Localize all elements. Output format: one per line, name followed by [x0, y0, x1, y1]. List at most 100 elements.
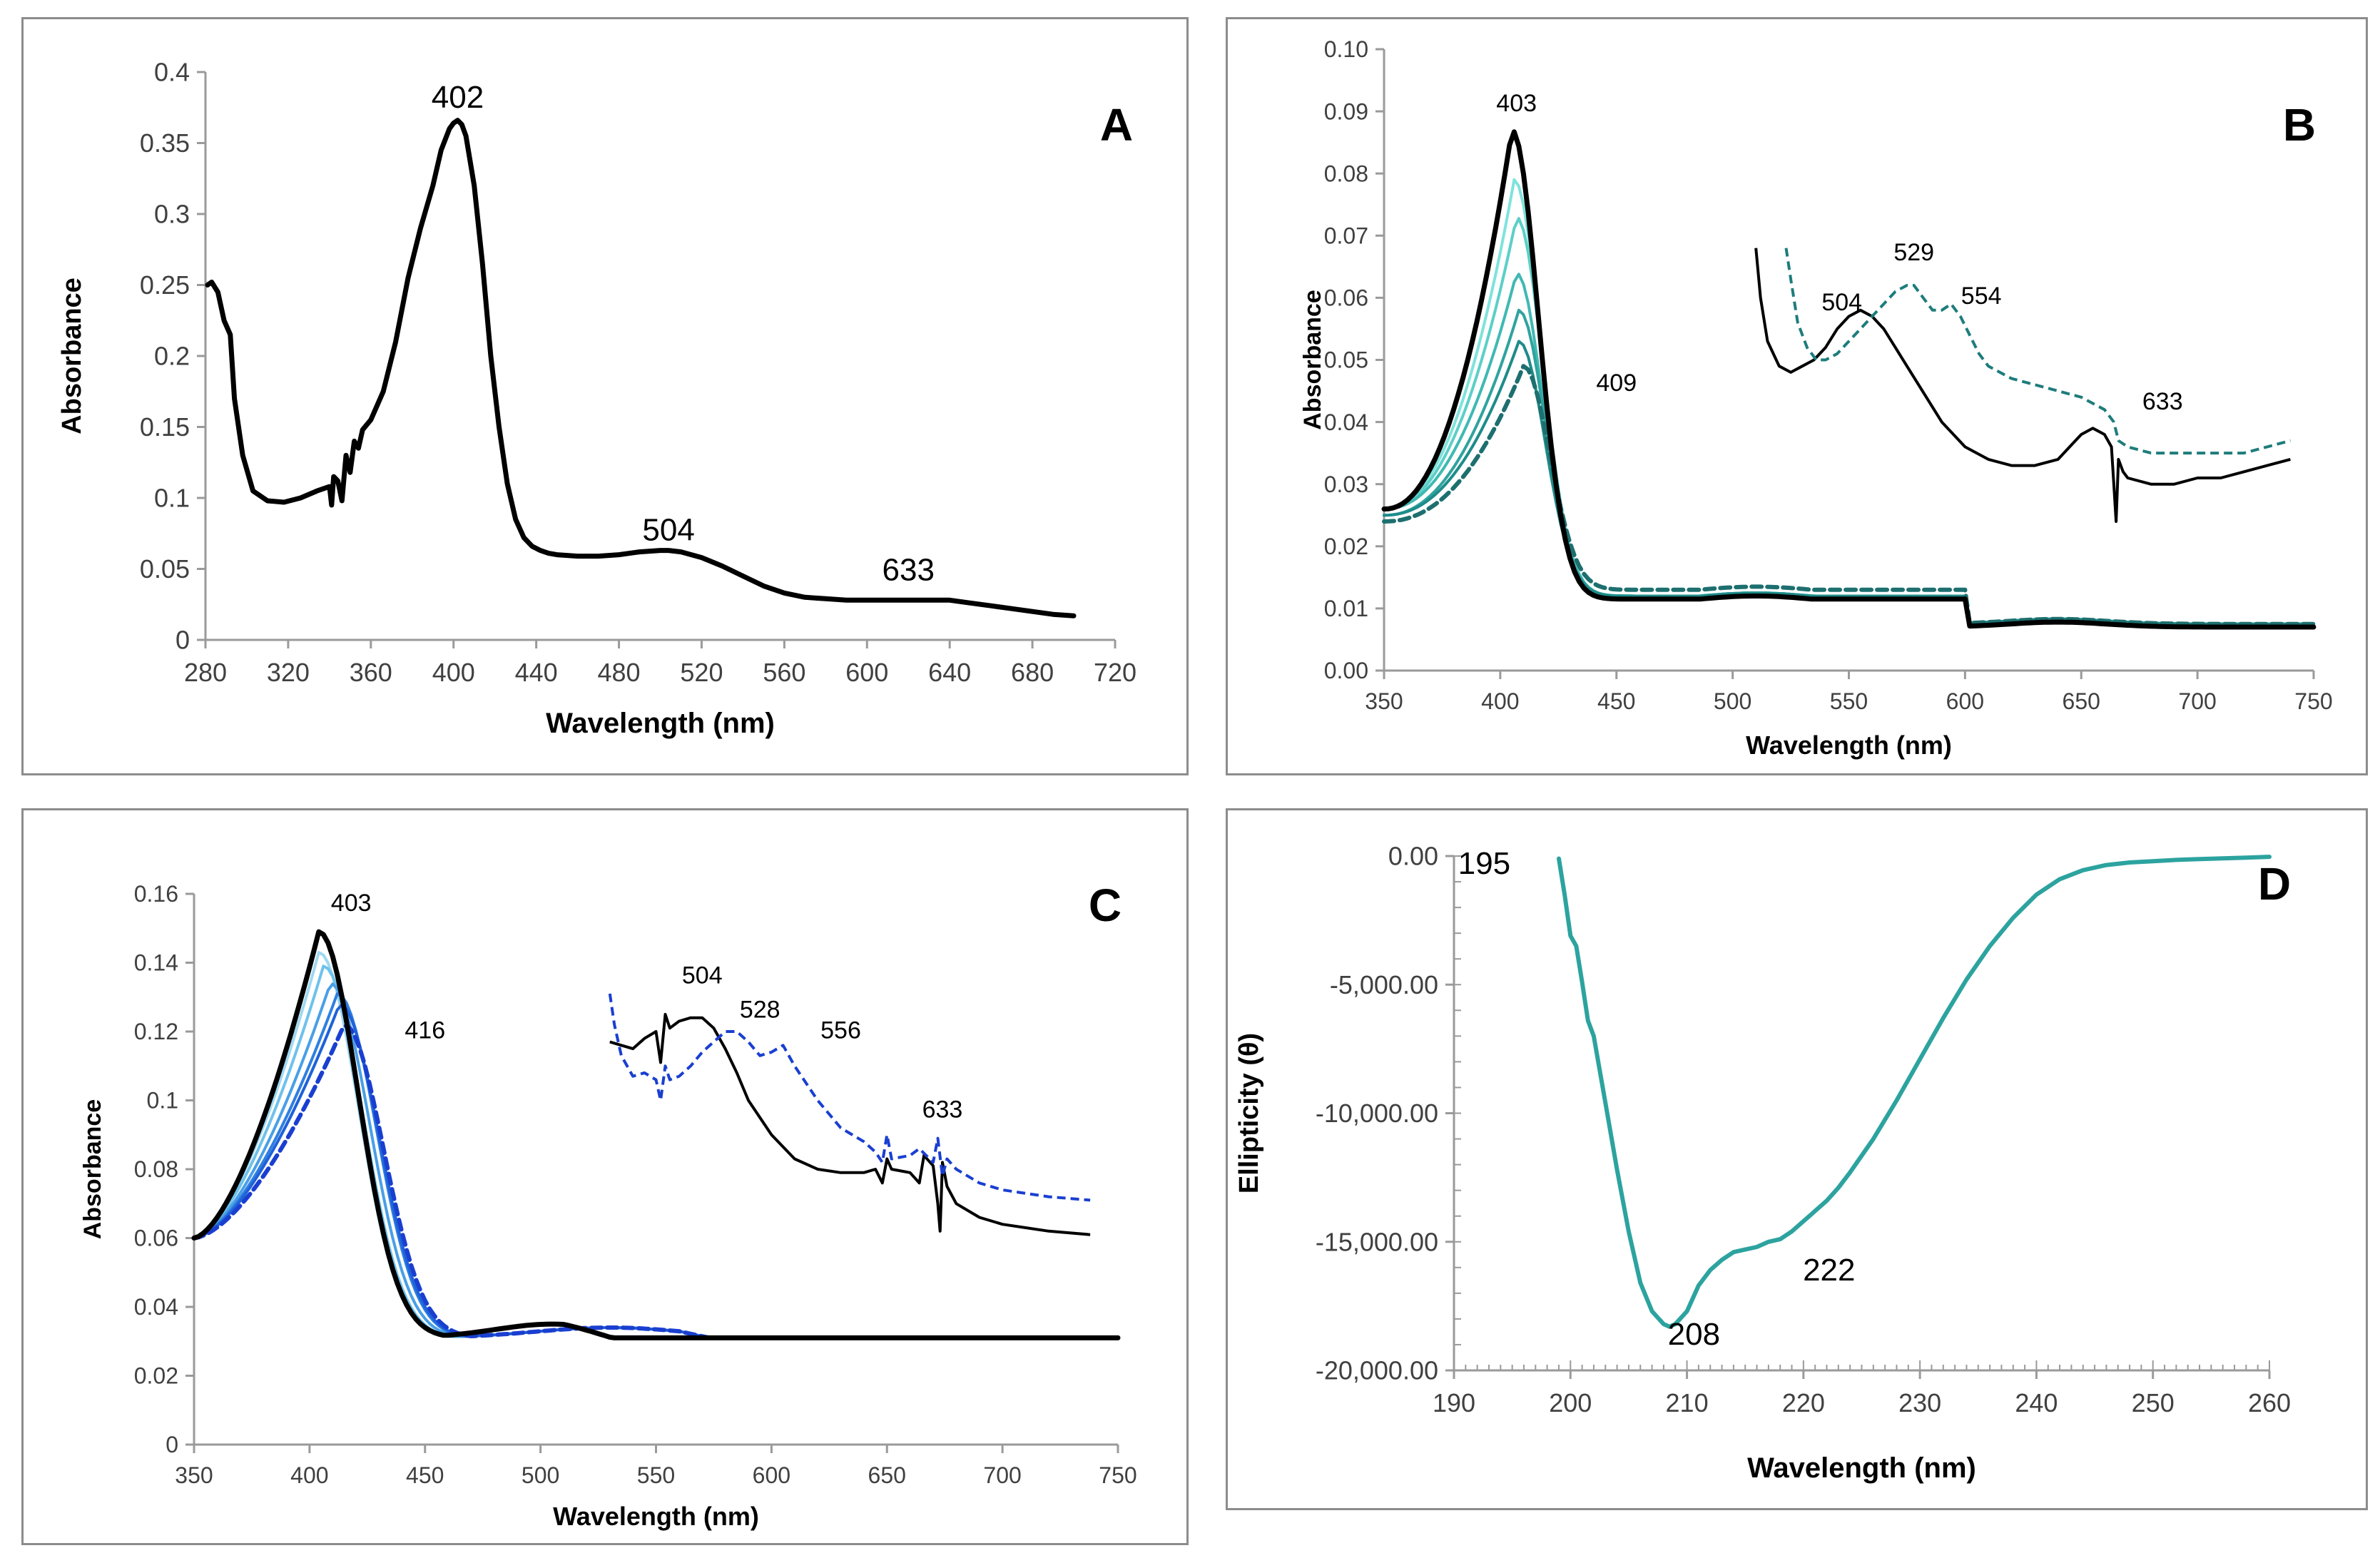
x-tick-label: 650 — [2063, 688, 2100, 714]
y-tick-label: 0.06 — [134, 1226, 178, 1251]
y-tick-label: 0.16 — [134, 881, 178, 907]
y-tick-label: 0.05 — [1324, 347, 1368, 373]
x-tick-label: 220 — [1782, 1388, 1825, 1417]
peak-label: 504 — [642, 513, 694, 548]
x-tick-label: 360 — [350, 658, 392, 687]
x-tick-label: 600 — [845, 658, 888, 687]
x-tick-label: 210 — [1666, 1388, 1709, 1417]
peak-label: 554 — [1961, 282, 2002, 310]
x-tick-label: 440 — [515, 658, 558, 687]
x-tick-label: 550 — [637, 1462, 675, 1488]
x-tick-label: 400 — [290, 1462, 328, 1488]
y-tick-label: 0.04 — [1324, 409, 1368, 435]
x-tick-label: 480 — [598, 658, 641, 687]
peak-label: 556 — [820, 1017, 861, 1044]
peak-label: 409 — [1596, 370, 1637, 397]
y-tick-label: 0.00 — [1388, 842, 1438, 871]
y-tick-label: -10,000.00 — [1316, 1099, 1438, 1128]
y-tick-label: 0.08 — [1324, 161, 1368, 186]
x-tick-label: 280 — [184, 658, 227, 687]
y-tick-label: -5,000.00 — [1330, 970, 1438, 999]
peak-label: 403 — [1496, 90, 1537, 117]
peak-label: 222 — [1803, 1253, 1855, 1288]
x-tick-label: 700 — [2178, 688, 2216, 714]
y-tick-label: -20,000.00 — [1316, 1356, 1438, 1385]
x-tick-label: 520 — [680, 658, 723, 687]
panel-letter: D — [2258, 858, 2291, 910]
peak-label: 633 — [922, 1096, 963, 1124]
x-tick-label: 680 — [1011, 658, 1054, 687]
x-tick-label: 450 — [406, 1462, 444, 1488]
y-tick-label: 0.1 — [147, 1088, 178, 1114]
y-tick-label: 0.10 — [1324, 36, 1368, 62]
series-line-final-409 — [1382, 364, 2316, 626]
panel-b: 350 400 450 500 550 600 650 700 750 0.00 0.01 0.02 0… — [1226, 17, 2368, 775]
series-line-titration-4 — [1383, 308, 2315, 626]
y-tick-label: 0.1 — [154, 484, 190, 513]
series-line-titration-5 — [1383, 340, 2315, 626]
series-line-initial-403 — [1381, 129, 2317, 630]
panel-letter: A — [1100, 99, 1133, 151]
series-line-cd-spectrum — [1557, 855, 2272, 1329]
y-tick-label: 0.3 — [154, 200, 190, 229]
y-tick-label: 0.07 — [1324, 223, 1368, 249]
x-tick-label: 250 — [2132, 1388, 2175, 1417]
peak-label: 208 — [1668, 1317, 1720, 1352]
y-axis-title: Absorbance — [1299, 290, 1326, 430]
y-tick-label: 0 — [166, 1432, 178, 1457]
y-tick-label: 0.12 — [134, 1019, 178, 1044]
peak-label: 416 — [405, 1017, 445, 1044]
x-tick-label: 260 — [2248, 1388, 2291, 1417]
x-tick-label: 350 — [1365, 688, 1403, 714]
x-tick-label: 190 — [1433, 1388, 1475, 1417]
chart-a: 280 320 360 400 440 480 520 560 600 640 680 720 0 0.0… — [57, 58, 1136, 739]
y-axis-title: Absorbance — [79, 1099, 106, 1240]
x-tick-label: 640 — [928, 658, 971, 687]
y-tick-label: 0.04 — [134, 1294, 178, 1320]
x-tick-label: 350 — [175, 1462, 213, 1488]
x-tick-label: 750 — [1099, 1462, 1136, 1488]
x-tick-label: 230 — [1898, 1388, 1941, 1417]
x-tick-label: 700 — [983, 1462, 1021, 1488]
x-tick-label: 600 — [1946, 688, 1984, 714]
series-line-titration-3 — [1383, 273, 2315, 626]
x-tick-label: 400 — [432, 658, 475, 687]
x-tick-label: 240 — [2015, 1388, 2058, 1417]
peak-label: 633 — [2142, 388, 2183, 415]
y-tick-label: 0.09 — [1324, 98, 1368, 124]
panel-a: 280 320 360 400 440 480 520 560 600 640 680 720 0 0.0… — [21, 17, 1189, 775]
y-tick-label: 0.02 — [1324, 534, 1368, 559]
chart-d: 190 200 210 220 230 240 250 260 -20,000.00 -15,00… — [1234, 842, 2291, 1484]
panel-c: 350 400 450 500 550 600 650 700 750 0 0.02 0.04 0.06… — [21, 808, 1189, 1545]
x-axis-title: Wavelength (nm) — [553, 1502, 759, 1531]
y-tick-label: 0.05 — [140, 554, 190, 584]
x-tick-label: 500 — [522, 1462, 559, 1488]
x-tick-label: 400 — [1481, 688, 1519, 714]
y-tick-label: 0 — [176, 626, 190, 655]
x-tick-label: 650 — [868, 1462, 906, 1488]
chart-b: 350 400 450 500 550 600 650 700 750 0.00 0.01 0.02 0… — [1299, 36, 2333, 760]
x-tick-label: 600 — [753, 1462, 790, 1488]
y-tick-label: 0.35 — [140, 128, 190, 158]
panel-letter: C — [1089, 880, 1122, 931]
y-tick-label: 0.03 — [1324, 472, 1368, 497]
peak-label: 529 — [1893, 239, 1934, 266]
y-tick-label: -15,000.00 — [1316, 1227, 1438, 1256]
series-line-spectrum — [205, 118, 1077, 618]
peak-label: 528 — [740, 997, 780, 1024]
y-tick-label: 0.08 — [134, 1156, 178, 1182]
x-tick-label: 720 — [1094, 658, 1136, 687]
x-axis-title: Wavelength (nm) — [546, 708, 775, 739]
inset-line-inset-solid — [609, 1012, 1091, 1236]
x-tick-label: 500 — [1714, 688, 1751, 714]
x-tick-label: 320 — [267, 658, 310, 687]
peak-label: 403 — [331, 890, 372, 917]
inset-line-inset-dashed — [1784, 248, 2291, 455]
x-tick-label: 450 — [1597, 688, 1635, 714]
panel-d: 190 200 210 220 230 240 250 260 -20,000.00 -15,00… — [1226, 808, 2368, 1510]
x-axis-title: Wavelength (nm) — [1746, 730, 1952, 760]
peak-label: 504 — [1821, 289, 1862, 316]
x-tick-label: 550 — [1830, 688, 1868, 714]
peak-label: 402 — [432, 80, 484, 115]
peak-label: 504 — [682, 962, 723, 989]
